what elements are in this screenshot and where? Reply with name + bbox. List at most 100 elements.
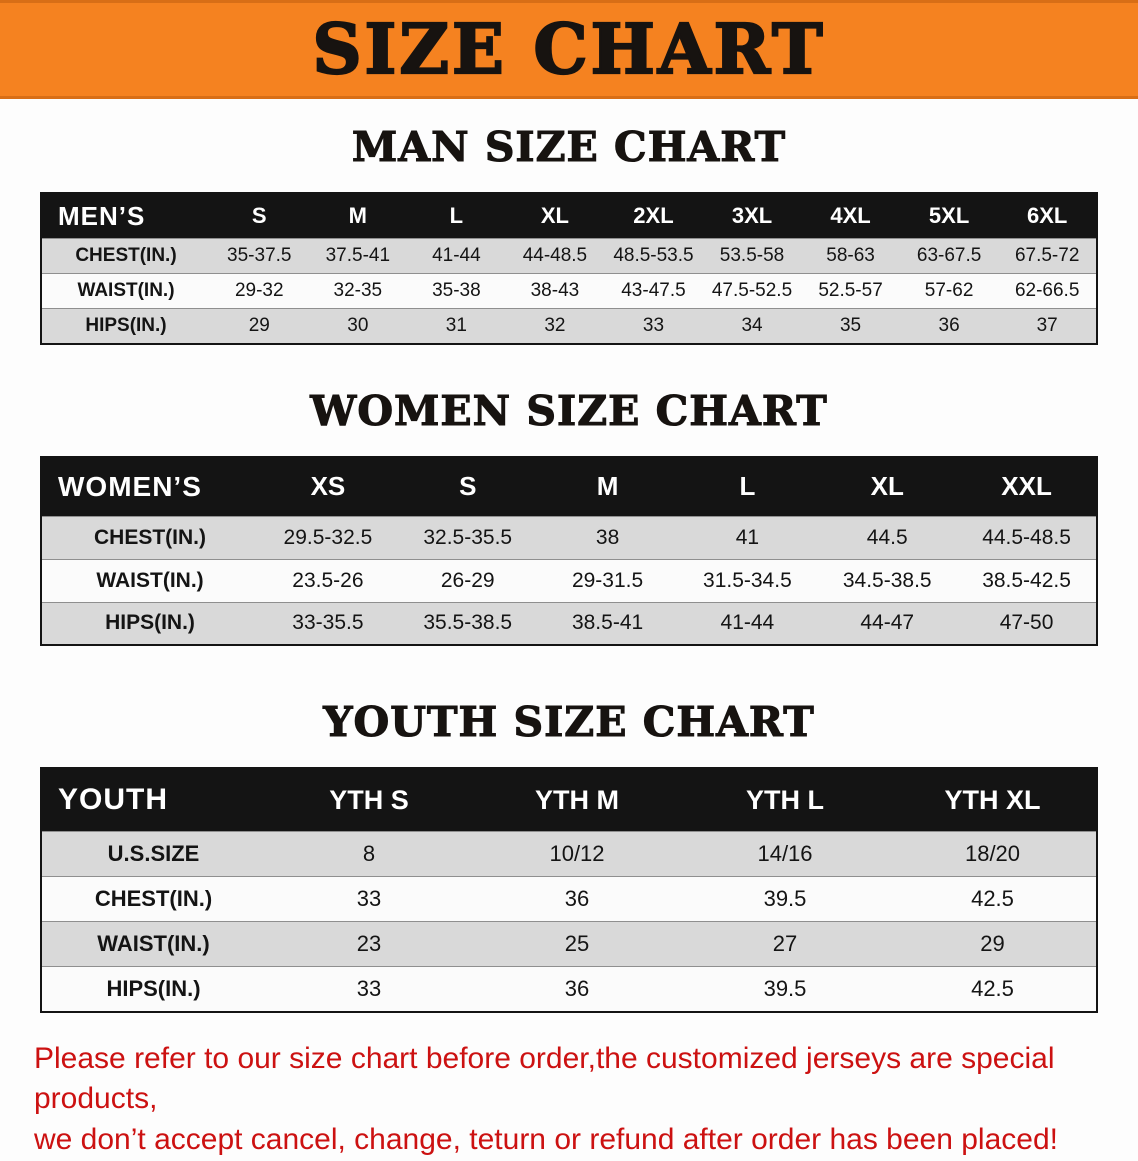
- size-value-cell: 43-47.5: [621, 280, 686, 301]
- size-value-cell: 39.5: [763, 975, 807, 1001]
- size-column-header: L: [677, 456, 818, 516]
- size-value-cell: 35-38: [432, 280, 481, 301]
- size-column-header: 5XL: [899, 193, 999, 239]
- size-value-cell: 32-35: [333, 280, 383, 301]
- size-column-header: M: [308, 193, 408, 239]
- table-row: CHEST(IN.) 33 36 39.5 42.5: [41, 876, 1097, 922]
- size-value-cell: 29-32: [234, 280, 284, 301]
- size-value-cell: 41: [735, 525, 760, 549]
- size-column-header: L: [407, 193, 506, 239]
- size-value-cell: 35.5-38.5: [423, 611, 513, 635]
- women-size-table: WOMEN’S XS S M L XL XXL CHEST(IN.) 29.5-32.5 32.5…: [40, 455, 1098, 646]
- youth-size-table: YOUTH YTH S YTH M YTH L YTH XL U.S.SIZE 8 10/12…: [40, 767, 1098, 1013]
- size-value-cell: 42.5: [971, 975, 1014, 1001]
- size-column-header: XS: [258, 456, 398, 516]
- size-value-cell: 52.5-57: [818, 280, 883, 301]
- size-column-header: S: [397, 456, 538, 516]
- measurement-label: HIPS(IN.): [105, 611, 195, 635]
- size-value-cell: 38: [595, 525, 620, 549]
- size-value-cell: 23: [356, 931, 382, 956]
- size-column-header: YTH XL: [889, 768, 1097, 832]
- size-value-cell: 47-50: [999, 611, 1054, 635]
- size-value-cell: 27: [772, 931, 798, 956]
- men-size-table: MEN’S S M L XL 2XL 3XL 4XL 5XL 6XL CHEST(IN.) 35-37…: [40, 192, 1098, 345]
- size-value-cell: 29: [248, 314, 270, 336]
- size-value-cell: 34: [741, 314, 763, 336]
- size-value-cell: 18/20: [964, 841, 1021, 866]
- banner: SIZE CHART: [0, 0, 1138, 99]
- size-value-cell: 32: [544, 314, 566, 336]
- measurement-label: WAIST(IN.): [77, 280, 175, 301]
- size-value-cell: 44.5-48.5: [982, 525, 1071, 549]
- size-value-cell: 63-67.5: [916, 245, 982, 266]
- size-value-cell: 32.5-35.5: [423, 525, 513, 549]
- charts-container: MAN SIZE CHART MEN’S S M L XL 2XL 3XL 4XL 5XL 6XL C…: [0, 122, 1138, 1013]
- size-column-header: XXL: [957, 456, 1097, 516]
- table-corner-label: MEN’S: [41, 193, 210, 239]
- size-value-cell: 44-47: [860, 611, 915, 635]
- measurement-label: WAIST(IN.): [97, 931, 210, 956]
- size-value-cell: 44.5: [866, 525, 908, 549]
- size-column-header: XL: [505, 193, 605, 239]
- table-row: WAIST(IN.) 23.5-26 26-29 29-31.5 31.5-34.5 34…: [41, 559, 1097, 602]
- table-row: HIPS(IN.) 33-35.5 35.5-38.5 38.5-41 41-44 44-…: [41, 602, 1097, 645]
- size-value-cell: 36: [564, 886, 590, 911]
- size-value-cell: 37.5-41: [325, 245, 391, 266]
- table-row: CHEST(IN.) 35-37.5 37.5-41 41-44 44-48.5 48.5…: [41, 238, 1097, 274]
- size-value-cell: 35-37.5: [227, 245, 292, 266]
- size-value-cell: 44-48.5: [522, 245, 588, 266]
- measurement-label: CHEST(IN.): [94, 886, 213, 911]
- section-title-youth: YOUTH SIZE CHART: [323, 697, 815, 746]
- table-row: HIPS(IN.) 29 30 31 32 33 34 35 36 37: [41, 308, 1097, 344]
- size-value-cell: 58-63: [826, 245, 875, 266]
- size-value-cell: 29-31.5: [571, 568, 644, 592]
- size-column-header: XL: [817, 456, 958, 516]
- table-header-row: YOUTH YTH S YTH M YTH L YTH XL: [41, 768, 1097, 832]
- size-value-cell: 33-35.5: [292, 611, 364, 635]
- notice-line-2: we don’t accept cancel, change, teturn o…: [34, 1123, 1058, 1157]
- size-value-cell: 39.5: [763, 886, 807, 911]
- size-value-cell: 36: [564, 975, 590, 1001]
- size-column-header: M: [537, 456, 678, 516]
- size-value-cell: 57-62: [924, 280, 974, 301]
- size-value-cell: 31.5-34.5: [703, 568, 792, 592]
- size-value-cell: 30: [347, 314, 369, 336]
- size-value-cell: 33: [642, 314, 665, 336]
- table-row: CHEST(IN.) 29.5-32.5 32.5-35.5 38 41 44.5 44.5…: [41, 516, 1097, 559]
- size-value-cell: 29.5-32.5: [283, 525, 373, 549]
- size-value-cell: 23.5-26: [292, 568, 364, 592]
- size-value-cell: 36: [938, 314, 960, 336]
- measurement-label: HIPS(IN.): [106, 975, 201, 1001]
- size-column-header: 2XL: [604, 193, 703, 239]
- size-value-cell: 25: [564, 931, 590, 956]
- size-value-cell: 37: [1036, 314, 1058, 336]
- footer-notice: Please refer to our size chart before or…: [34, 1039, 1102, 1161]
- size-value-cell: 41-44: [720, 611, 775, 635]
- size-value-cell: 42.5: [971, 886, 1014, 911]
- size-column-header: YTH L: [681, 768, 889, 832]
- size-value-cell: 38-43: [530, 280, 580, 301]
- size-value-cell: 53.5-58: [719, 245, 785, 266]
- size-column-header: 4XL: [801, 193, 900, 239]
- size-value-cell: 67.5-72: [1014, 245, 1080, 266]
- section-title-men: MAN SIZE CHART: [351, 122, 787, 171]
- size-value-cell: 29: [980, 931, 1005, 956]
- size-value-cell: 26-29: [440, 568, 495, 592]
- table-header-row: WOMEN’S XS S M L XL XXL: [41, 456, 1097, 516]
- size-column-header: YTH M: [473, 768, 681, 832]
- table-row: U.S.SIZE 8 10/12 14/16 18/20: [41, 831, 1097, 877]
- size-value-cell: 47.5-52.5: [711, 280, 793, 301]
- size-value-cell: 38.5-42.5: [982, 568, 1071, 592]
- section-title-women: WOMEN SIZE CHART: [310, 386, 828, 435]
- size-value-cell: 41-44: [432, 245, 481, 266]
- table-row: WAIST(IN.) 23 25 27 29: [41, 921, 1097, 967]
- size-value-cell: 34.5-38.5: [842, 568, 932, 592]
- page-title: SIZE CHART: [311, 8, 826, 90]
- measurement-label: CHEST(IN.): [75, 245, 177, 266]
- size-value-cell: 14/16: [757, 841, 813, 866]
- table-row: WAIST(IN.) 29-32 32-35 35-38 38-43 43-47.5 47.…: [41, 273, 1097, 309]
- size-value-cell: 10/12: [549, 841, 605, 866]
- size-column-header: 6XL: [998, 193, 1097, 239]
- size-value-cell: 31: [445, 314, 467, 336]
